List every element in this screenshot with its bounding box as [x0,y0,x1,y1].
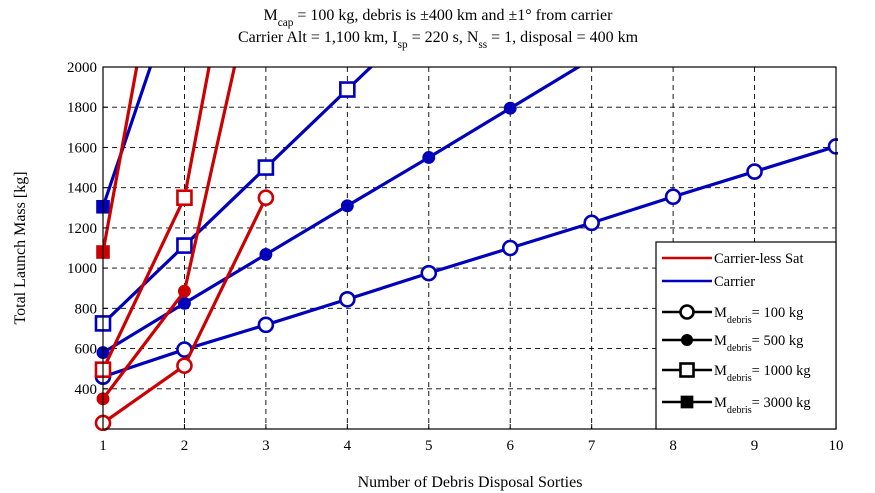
legend-item-1: Carrier-less Sat [662,251,804,267]
y-tick-label: 1600 [67,140,97,156]
data-point-carrier-100kg [664,188,682,206]
legend-item-4: Mdebris= 500 kg [662,333,803,354]
series-line-carrier-less-3000kg [101,67,139,253]
data-point-carrier-100kg [257,316,275,334]
legend-marker-open-circle [679,304,695,320]
x-tick-label: 4 [344,438,352,454]
chart-title-line-1: Mcap = 100 kg, debris is ±400 km and ±1°… [264,7,614,29]
y-tick-label: 2000 [67,60,97,76]
tick-labels: 1 2 3 4 5 6 7 8 9 10 400 600 800 1000 1200 1400 1600 1800… [67,60,844,454]
x-tick-label: 10 [829,438,844,454]
data-point-carrier-less-100kg [176,357,193,374]
legend-marker-open-square [679,362,695,378]
data-point-carrier-less-100kg [257,189,275,207]
y-tick-label: 600 [75,342,98,358]
legend-label: Mdebris= 500 kg [714,333,803,354]
data-point-carrier-100kg [501,239,519,257]
data-point-carrier-less-500kg [177,284,191,298]
y-tick-label: 1000 [67,261,97,277]
data-point-carrier-1000kg [176,237,193,254]
y-tick-label: 1200 [67,221,97,237]
x-tick-label: 9 [751,438,759,454]
x-tick-label: 1 [99,438,107,454]
series-line-carrier-3000kg [101,67,153,208]
data-point-carrier-100kg [583,214,600,232]
x-tick-label: 2 [181,438,189,454]
legend-marker-filled-square [680,395,694,409]
legend-label: Mdebris= 1000 kg [714,363,811,384]
data-point-carrier-1000kg [339,81,356,98]
legend-label: Mdebris= 3000 kg [714,395,811,416]
legend-marker-filled-circle [680,333,694,347]
legend-label: Mdebris= 100 kg [714,305,803,326]
legend-item-2: Carrier [662,274,755,290]
x-tick-label: 6 [506,438,514,454]
legend-item-3: Mdebris= 100 kg [662,304,803,326]
data-point-carrier-100kg [339,290,356,308]
data-point-carrier-500kg [503,101,517,115]
data-point-carrier-500kg [340,199,354,213]
data-point-carrier-100kg [746,163,763,180]
y-tick-label: 800 [75,301,98,317]
legend-item-6: Mdebris= 3000 kg [662,395,811,416]
legend-item-5: Mdebris= 1000 kg [662,362,811,384]
legend-label: Carrier [714,274,755,290]
series-line-carrier-100kg [102,144,837,379]
data-point-carrier-500kg [259,247,273,261]
data-point-carrier-1000kg [257,159,275,176]
chart-title-line-2: Carrier Alt = 1,100 km, Isp = 220 s, Nss… [238,29,639,51]
legend-label: Carrier-less Sat [714,251,804,267]
x-axis-label: Number of Debris Disposal Sorties [358,474,583,491]
x-tick-label: 3 [262,438,270,454]
x-tick-label: 5 [425,438,433,454]
y-tick-label: 1400 [67,181,97,197]
data-point-carrier-100kg [420,264,438,282]
y-tick-label: 400 [75,382,98,398]
legend: Carrier-less Sat Carrier Mdebris= 100 kg Md… [655,241,837,430]
y-tick-label: 1800 [67,100,97,116]
x-tick-label: 7 [588,438,596,454]
data-point-carrier-500kg [422,151,436,164]
y-axis-label: Total Launch Mass [kg] [12,171,29,324]
data-point-carrier-less-1000kg [176,189,193,207]
chart-title: Mcap = 100 kg, debris is ±400 km and ±1°… [238,7,639,51]
x-tick-label: 8 [669,438,677,454]
